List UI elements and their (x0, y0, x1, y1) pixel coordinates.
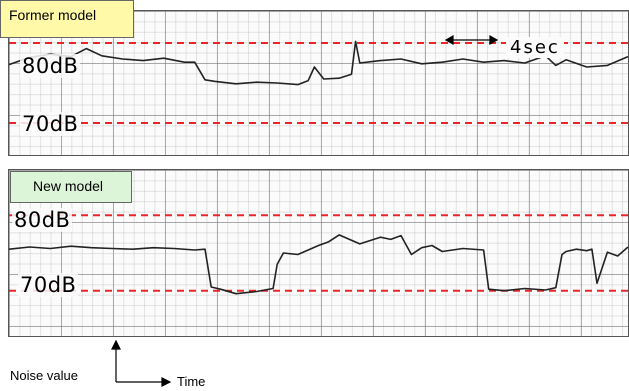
y-axis-arrow-head (111, 339, 121, 350)
new-noise-trace (9, 234, 629, 295)
x-axis-arrow-head (161, 377, 172, 387)
former-80db-label: 80dB (20, 54, 81, 78)
scale-arrow-left-head (444, 34, 454, 46)
new-model-plot (9, 214, 629, 295)
noise-value-label: Noise value (10, 368, 78, 383)
new-model-label: New model (10, 171, 132, 203)
former-model-plot (9, 40, 629, 124)
scale-arrow-right-head (489, 34, 499, 46)
former-70db-label: 70dB (20, 112, 81, 136)
time-scale-label: 4sec (506, 37, 564, 58)
time-label: Time (177, 374, 206, 389)
former-model-label: Former model (0, 0, 134, 38)
former-noise-trace (9, 40, 629, 86)
new-70db-label: 70dB (18, 273, 79, 297)
new-80db-label: 80dB (12, 208, 73, 232)
